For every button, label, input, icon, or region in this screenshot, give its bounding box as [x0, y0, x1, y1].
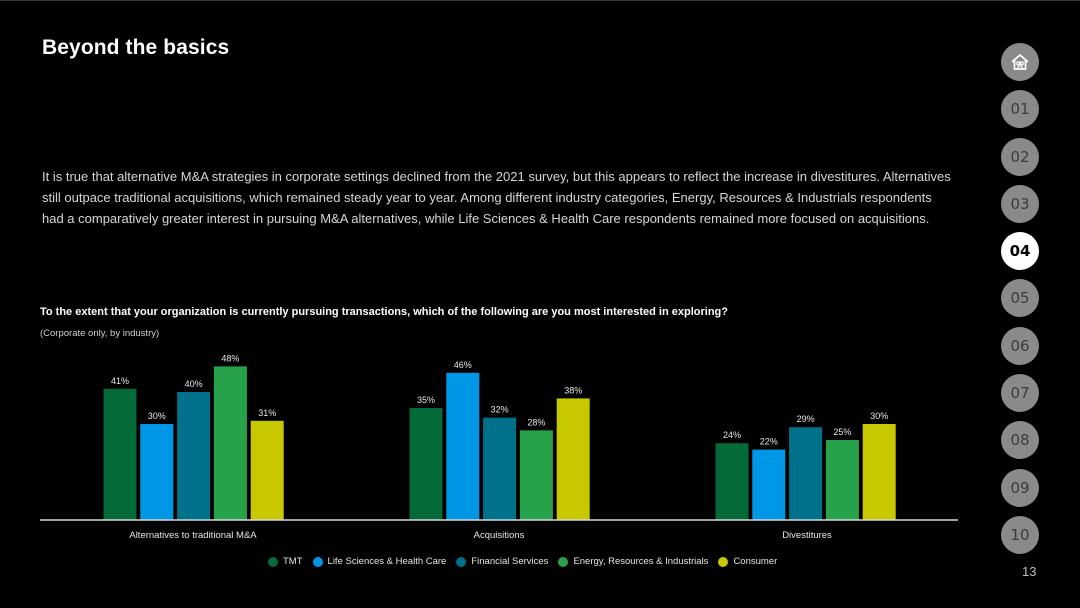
nav-section-07[interactable]: 07 — [1001, 374, 1039, 413]
section-nav: 01 02 03 04 05 06 07 08 09 10 — [1001, 43, 1039, 563]
page-title: Beyond the basics — [42, 36, 230, 59]
legend-item: Life Sciences & Health Care — [312, 556, 447, 567]
bar-2-0 — [715, 443, 749, 520]
bar-1-1 — [446, 372, 480, 520]
data-label-0-0: 41% — [111, 376, 129, 386]
category-label-2: Divestitures — [782, 530, 832, 541]
nav-section-02[interactable]: 02 — [1001, 137, 1039, 176]
legend-label: Life Sciences & Health Care — [327, 556, 447, 567]
bar-1-2 — [483, 417, 517, 520]
legend-label: TMT — [283, 556, 303, 567]
bar-1-3 — [519, 430, 553, 520]
chart-question: To the extent that your organization is … — [40, 306, 728, 318]
data-label-1-0: 35% — [417, 395, 435, 405]
home-icon — [1011, 54, 1029, 70]
data-label-1-1: 46% — [454, 360, 472, 370]
data-label-2-2: 29% — [797, 414, 815, 424]
bar-0-2 — [177, 392, 211, 520]
bar-0-1 — [140, 424, 174, 520]
nav-section-10[interactable]: 10 — [1001, 515, 1039, 554]
bar-2-4 — [862, 424, 896, 520]
nav-section-05[interactable]: 05 — [1001, 279, 1039, 318]
data-label-0-2: 40% — [185, 379, 203, 389]
bar-0-0 — [103, 388, 137, 520]
legend-swatch — [268, 556, 278, 567]
chart-subtitle: (Corporate only, by industry) — [40, 328, 160, 339]
top-divider — [0, 0, 1080, 1]
chart-legend: TMT Life Sciences & Health Care Financial … — [268, 556, 777, 567]
nav-section-04[interactable]: 04 — [1001, 232, 1039, 271]
data-label-0-4: 31% — [258, 408, 276, 418]
bar-0-3 — [213, 366, 247, 520]
data-label-1-4: 38% — [564, 385, 582, 395]
nav-section-06[interactable]: 06 — [1001, 326, 1039, 365]
bar-1-0 — [409, 408, 443, 520]
nav-section-09[interactable]: 09 — [1001, 468, 1039, 507]
data-label-1-3: 28% — [527, 417, 545, 427]
legend-item: Financial Services — [456, 556, 548, 567]
bar-2-3 — [825, 440, 859, 520]
data-label-2-1: 22% — [760, 437, 778, 447]
nav-section-08[interactable]: 08 — [1001, 421, 1039, 460]
category-label-1: Acquisitions — [474, 530, 525, 541]
legend-swatch — [558, 556, 569, 567]
category-label-0: Alternatives to traditional M&A — [129, 530, 257, 541]
page-number: 13 — [1022, 564, 1037, 579]
nav-section-03[interactable]: 03 — [1001, 184, 1039, 223]
data-label-0-3: 48% — [221, 353, 239, 363]
home-button[interactable] — [1001, 43, 1039, 81]
data-label-1-2: 32% — [491, 405, 509, 415]
data-label-0-1: 30% — [148, 411, 166, 421]
legend-swatch — [456, 556, 467, 567]
legend-swatch — [718, 556, 729, 567]
legend-label: Consumer — [733, 556, 778, 567]
data-label-2-4: 30% — [870, 411, 888, 421]
legend-swatch — [312, 556, 323, 567]
nav-section-01[interactable]: 01 — [1001, 90, 1039, 129]
bar-2-1 — [752, 449, 786, 520]
bar-0-4 — [250, 420, 284, 520]
data-label-2-0: 24% — [723, 430, 741, 440]
legend-item: Consumer — [718, 556, 777, 567]
bar-chart: 41% 30% 40% 48% 31% Alternatives to tradition… — [40, 353, 958, 541]
intro-paragraph: It is true that alternative M&A strategi… — [42, 169, 951, 226]
bar-2-2 — [789, 427, 823, 520]
legend-label: Energy, Resources & Industrials — [573, 556, 709, 567]
legend-label: Financial Services — [471, 556, 549, 567]
legend-item: TMT — [268, 556, 303, 567]
legend-item: Energy, Resources & Industrials — [558, 556, 708, 567]
bar-1-4 — [556, 398, 590, 520]
data-label-2-3: 25% — [833, 427, 851, 437]
